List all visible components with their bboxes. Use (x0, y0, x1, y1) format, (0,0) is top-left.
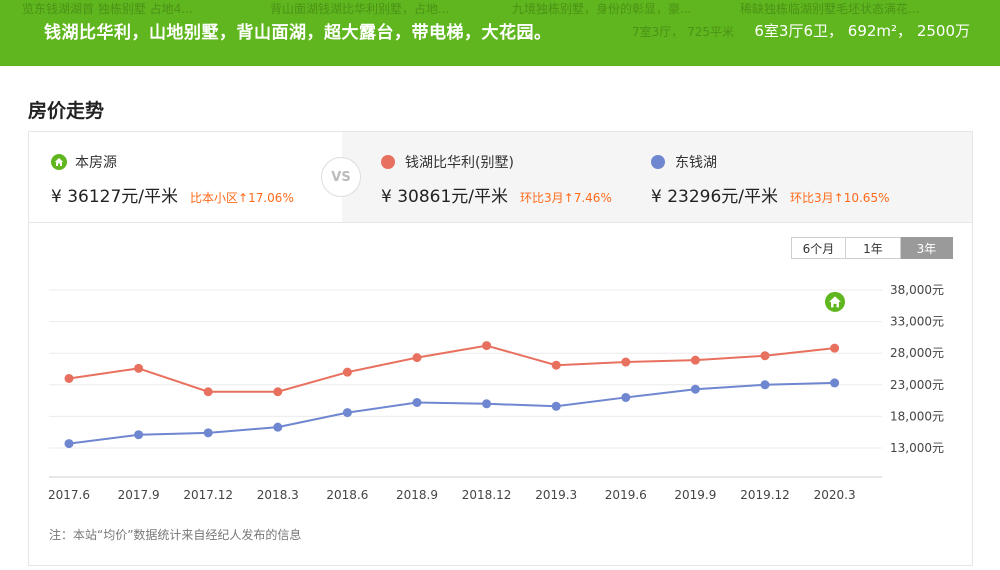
range-tabs: 6个月 1年 3年 (791, 237, 953, 259)
y-tick-label: 23,000元 (890, 378, 944, 392)
series-point-1 (64, 439, 74, 449)
x-tick-label: 2018.9 (396, 488, 438, 502)
series-point-0 (482, 341, 492, 351)
ghost-listing-3: 九境独栋别墅，身份的彰显，豪... (512, 2, 692, 16)
series-point-1 (690, 384, 700, 394)
listing-spec: 6室3厅6卫， 692m²， 2500万 (754, 22, 970, 40)
ghost-listing-4: 稀缺独栋临湖别墅毛坯状态满花... (740, 2, 920, 16)
series-point-0 (830, 343, 840, 353)
series-point-1 (760, 380, 770, 390)
ghost-listing-1: 览东钱湖湖首 独栋别墅 占地4... (22, 2, 193, 16)
series-point-1 (830, 378, 840, 388)
range-tab-6m[interactable]: 6个月 (791, 237, 846, 259)
series-point-0 (273, 387, 283, 397)
listing-banner: 览东钱湖湖首 独栋别墅 占地4... 背山面湖钱湖比华利别墅，占地... 九境独… (0, 0, 1000, 66)
vs-badge: VS (321, 157, 361, 197)
ghost-listing-2: 背山面湖钱湖比华利别墅，占地... (270, 2, 450, 16)
compare-district-price: ¥ 23296元/平米 (651, 187, 779, 207)
x-tick-label: 2019.12 (740, 488, 790, 502)
compare-community-change: 环比3月↑7.46% (520, 191, 612, 205)
x-tick-label: 2018.6 (326, 488, 368, 502)
compare-self-change: 比本小区↑17.06% (190, 191, 294, 205)
compare-self-price: ¥ 36127元/平米 (51, 187, 179, 207)
compare-self-area (29, 132, 342, 222)
x-tick-label: 2019.3 (535, 488, 577, 502)
series-line-0 (68, 344, 835, 393)
range-tab-3y[interactable]: 3年 (901, 237, 953, 259)
series-point-0 (690, 355, 700, 365)
series-point-0 (134, 363, 144, 373)
compare-district: 东钱湖 ¥ 23296元/平米 环比3月↑10.65% (651, 152, 889, 207)
home-icon (51, 154, 67, 170)
data-source-note: 注：本站“均价”数据统计来自经纪人发布的信息 (49, 528, 302, 542)
banner-background-listings: 览东钱湖湖首 独栋别墅 占地4... 背山面湖钱湖比华利别墅，占地... 九境独… (0, 0, 1000, 66)
home-icon (829, 296, 841, 308)
y-tick-label: 33,000元 (890, 315, 944, 329)
compare-community-price: ¥ 30861元/平米 (381, 187, 509, 207)
series-point-0 (203, 387, 213, 397)
series-point-0 (551, 360, 561, 370)
series-point-1 (203, 428, 213, 438)
x-tick-label: 2020.3 (814, 488, 856, 502)
series-point-1 (621, 392, 631, 402)
y-tick-label: 38,000元 (890, 283, 944, 297)
listing-title[interactable]: 钱湖比华利，山地别墅，背山面湖，超大露台，带电梯，大花园。 (44, 23, 552, 43)
x-tick-label: 2019.6 (605, 488, 647, 502)
price-trend-chart: 38,000元 33,000元 28,000元 23,000元 18,000元 13,00… (48, 283, 944, 502)
compare-self: 本房源 ¥ 36127元/平米 比本小区↑17.06% (51, 152, 294, 207)
ghost-spec: 7室3厅， 725平米 (632, 25, 734, 39)
compare-district-change: 环比3月↑10.65% (790, 191, 890, 205)
series-point-0 (412, 353, 422, 363)
series-point-0 (64, 373, 74, 383)
y-tick-label: 13,000元 (890, 441, 944, 455)
x-tick-label: 2017.12 (183, 488, 233, 502)
series-point-1 (482, 399, 492, 409)
series-line-1 (68, 381, 835, 445)
price-compare-panel: 本房源 ¥ 36127元/平米 比本小区↑17.06% VS 钱湖比华利(别墅)… (28, 131, 973, 223)
compare-district-name: 东钱湖 (675, 155, 717, 171)
y-tick-label: 28,000元 (890, 346, 944, 360)
community-legend-dot (381, 155, 395, 169)
x-tick-label: 2018.3 (257, 488, 299, 502)
x-tick-label: 2019.9 (674, 488, 716, 502)
series-point-1 (273, 422, 283, 432)
compare-community: 钱湖比华利(别墅) ¥ 30861元/平米 环比3月↑7.46% (381, 152, 612, 207)
compare-self-name: 本房源 (75, 155, 117, 171)
district-legend-dot (651, 155, 665, 169)
x-tick-label: 2017.9 (118, 488, 160, 502)
series-point-0 (760, 351, 770, 361)
series-point-0 (621, 357, 631, 367)
y-tick-label: 18,000元 (890, 409, 944, 423)
range-tab-1y[interactable]: 1年 (846, 237, 901, 259)
series-point-1 (342, 408, 352, 418)
x-tick-label: 2017.6 (48, 488, 90, 502)
series-point-0 (342, 367, 352, 377)
price-trend-chart-panel: 6个月 1年 3年 38,000元 33,000元 28,000元 23,000元 18… (28, 223, 973, 566)
series-point-1 (134, 430, 144, 440)
series-point-1 (551, 401, 561, 411)
series-point-1 (412, 397, 422, 407)
section-title: 房价走势 (28, 100, 105, 122)
x-tick-label: 2018.12 (462, 488, 512, 502)
compare-community-name: 钱湖比华利(别墅) (405, 155, 514, 171)
